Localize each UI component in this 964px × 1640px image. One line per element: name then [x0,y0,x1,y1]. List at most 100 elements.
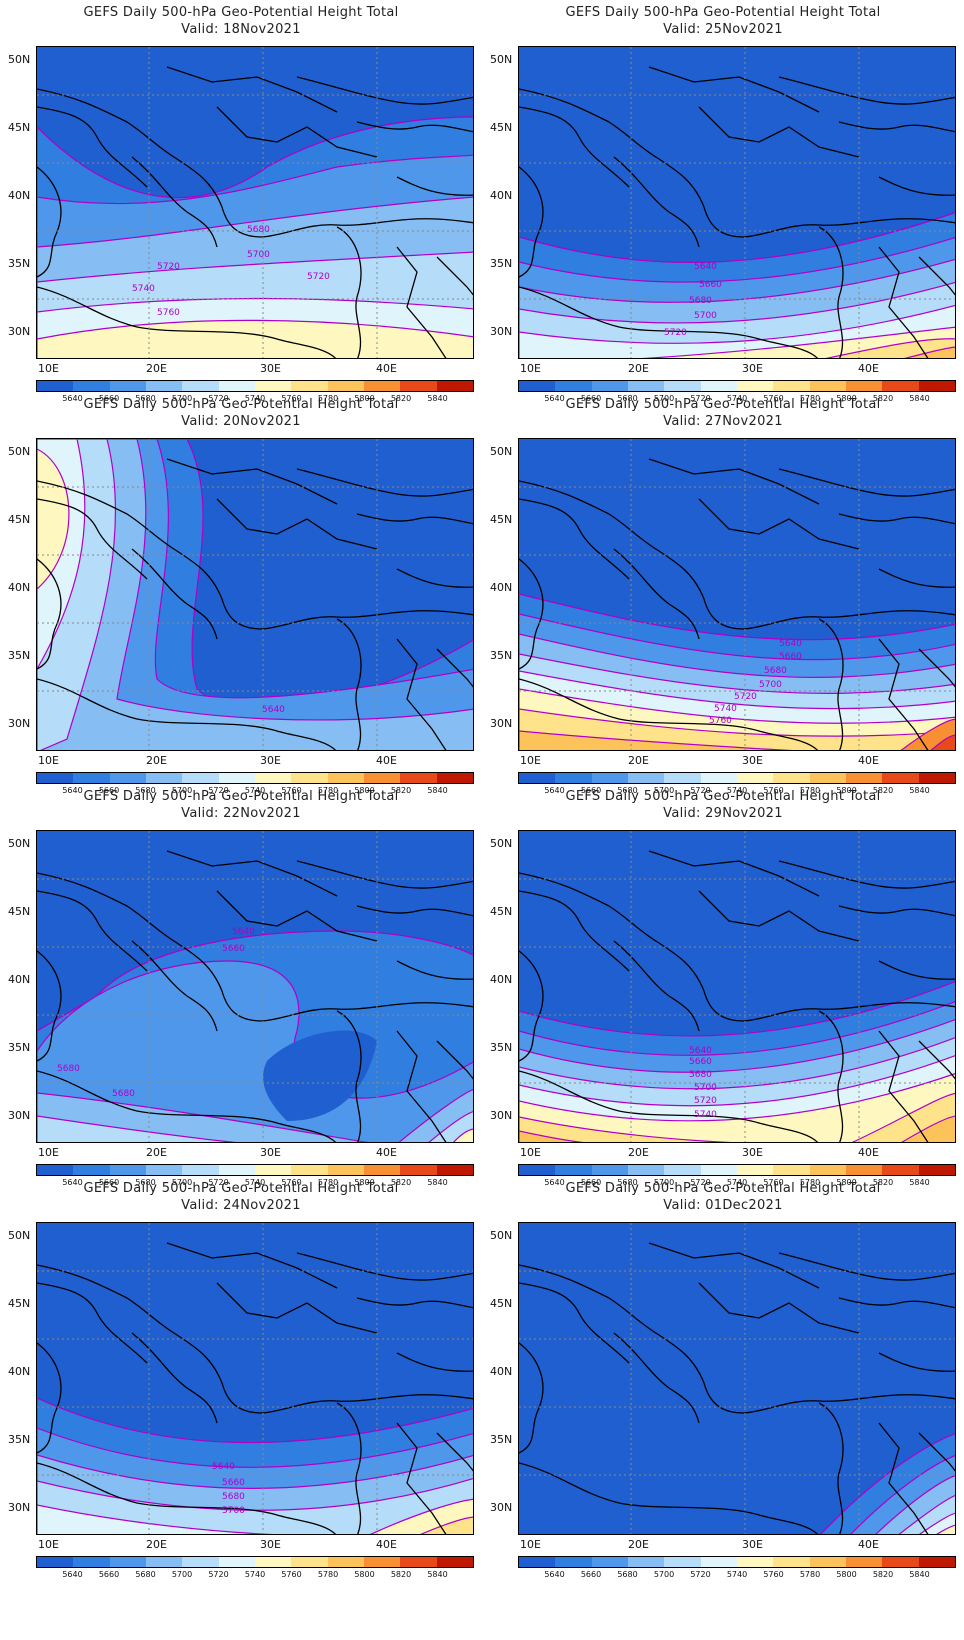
coastline [166,1242,338,1289]
longitude-label: 30E [742,362,763,375]
coastline [37,1070,336,1142]
contour-label: 5700 [694,311,717,321]
colorbar-label: 5720 [690,1178,711,1187]
latitude-label: 40N [8,189,31,202]
coastline [878,568,955,588]
colorbar-swatch [845,381,883,391]
colorbar-swatch [882,773,919,783]
colorbar-label: 5760 [763,1178,784,1187]
colorbar-swatch [591,1557,628,1567]
colorbar-label: 5820 [390,394,412,403]
panel-title: GEFS Daily 500-hPa Geo-Potential Height … [83,1181,399,1196]
contour-band [519,1073,955,1142]
coastline [778,468,955,497]
colorbar-swatch [436,773,473,783]
colorbar-swatch [218,1557,255,1567]
latitude-label: 50N [8,837,31,850]
colorbar-swatch [73,381,110,391]
contour-band [37,1504,273,1534]
colorbar-label: 5760 [763,1570,784,1579]
colorbar-label: 5720 [208,1570,229,1579]
coastline [519,286,818,358]
map-panel: GEFS Daily 500-hPa Geo-Potential Height … [482,392,964,802]
coastline [436,648,473,688]
coastline [396,1030,447,1142]
colorbar-swatch [37,1557,74,1567]
colorbar-swatch [664,381,701,391]
longitude-label: 10E [520,362,541,375]
latitude-label: 30N [8,717,31,730]
map-panel: GEFS Daily 500-hPa Geo-Potential Height … [0,1176,482,1586]
colorbar-label: 5780 [317,786,339,795]
coastline [396,638,447,750]
colorbar-swatch [627,773,665,783]
coastline [698,106,860,158]
longitude-label: 30E [260,1538,281,1551]
contour-label: 5720 [664,328,687,338]
colorbar-swatch [627,1165,665,1175]
colorbar-label: 5660 [98,786,120,795]
colorbar-swatch [291,773,328,783]
colorbar [36,1556,474,1568]
colorbar-swatch [182,1557,219,1567]
colorbar-swatch [664,1165,701,1175]
colorbar-swatch [845,1165,883,1175]
colorbar-label: 5680 [617,1570,638,1579]
latitude-label: 50N [490,837,513,850]
contour-label: 5640 [694,262,717,272]
colorbar-swatch [773,773,810,783]
colorbar-swatch [555,773,592,783]
coastline [296,860,473,889]
colorbar-label: 5640 [544,786,565,795]
coastline [216,106,378,158]
colorbar-swatch [519,1557,556,1567]
coastline [37,1462,336,1534]
contour-label: 5680 [112,1089,135,1099]
colorbar-swatch [664,1557,701,1567]
coastline [37,106,148,188]
coastline [216,1282,378,1334]
contour-label: 5660 [699,280,722,290]
longitude-label: 20E [628,362,649,375]
colorbar-swatch [145,1557,183,1567]
longitude-label: 20E [628,1146,649,1159]
geopotential-map: 5680 5700 5720 5720 5740 5760 [36,46,474,359]
colorbar-swatch [809,1557,846,1567]
contour-label: 5640 [232,927,255,937]
colorbar-label: 5740 [726,1178,748,1187]
contour-band [936,1524,955,1534]
colorbar-swatch [555,381,592,391]
coastline [131,548,218,640]
colorbar-swatch [254,381,292,391]
colorbar-label: 5640 [544,394,565,403]
colorbar-swatch [218,1165,255,1175]
colorbar-swatch [519,773,556,783]
colorbar-label: 5740 [726,1570,748,1579]
geopotential-map: 5640 5660 5680 5700 [36,1222,474,1535]
contour-band [904,346,955,358]
coastline [519,498,630,580]
colorbar [36,772,474,784]
contour-label: 5760 [157,308,180,318]
coastline [519,1070,818,1142]
colorbar-label: 5780 [799,1178,821,1187]
colorbar-label: 5680 [617,786,638,795]
coastline [37,890,148,972]
longitude-label: 10E [38,754,59,767]
colorbar-label: 5700 [171,1178,193,1187]
contour-label: 5640 [212,1462,235,1472]
contour-band [453,1128,473,1142]
colorbar-label: 5840 [427,394,448,403]
colorbar-label: 5700 [171,394,193,403]
coastline [519,166,544,278]
latitude-label: 40N [490,973,513,986]
panel-title: GEFS Daily 500-hPa Geo-Potential Height … [83,5,399,20]
colorbar-swatch [363,1557,401,1567]
contour-label: 5680 [222,1492,245,1502]
coastline [396,1422,447,1534]
latitude-label: 50N [490,1229,513,1242]
latitude-label: 30N [490,325,513,338]
colorbar-label: 5640 [62,394,83,403]
latitude-label: 30N [490,1501,513,1514]
